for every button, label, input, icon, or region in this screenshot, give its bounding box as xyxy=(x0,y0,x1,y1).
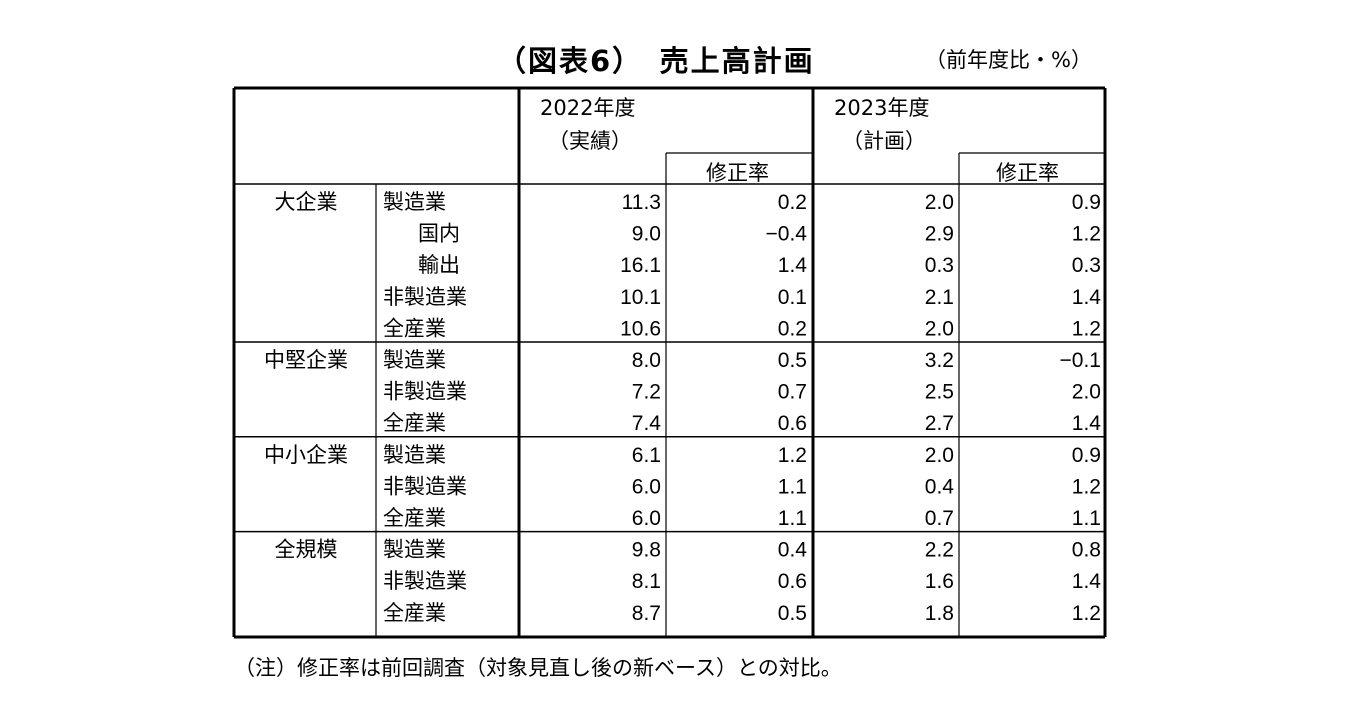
data-cell: 1.4 xyxy=(1072,570,1102,593)
header-2022-actual: （実績） xyxy=(548,129,632,153)
unit-label: （前年度比・%） xyxy=(925,48,1092,72)
data-cell: 6.0 xyxy=(632,507,661,530)
data-cell: 2.0 xyxy=(1072,381,1101,404)
row-label: 非製造業 xyxy=(383,380,467,404)
data-cell: 0.7 xyxy=(778,381,807,404)
data-cell: 9.8 xyxy=(632,539,661,562)
data-cell: 3.2 xyxy=(925,349,954,372)
data-cell: −0.4 xyxy=(766,223,808,246)
row-label: 非製造業 xyxy=(383,474,467,498)
data-cell: 8.7 xyxy=(632,602,661,625)
data-cell: 1.4 xyxy=(1072,286,1102,309)
data-cell: 2.5 xyxy=(925,381,954,404)
data-cell: 0.4 xyxy=(925,475,955,498)
data-cell: 7.4 xyxy=(632,412,662,435)
data-cell: 2.1 xyxy=(925,286,954,309)
data-cell: 1.1 xyxy=(778,507,807,530)
data-cell: 0.6 xyxy=(778,570,807,593)
header-2023-plan: （計画） xyxy=(842,129,926,153)
data-cell: 10.1 xyxy=(620,286,661,309)
page-title: （図表6） 売上高計画 xyxy=(497,44,815,78)
data-cell: 2.0 xyxy=(925,317,954,340)
row-label: 全産業 xyxy=(383,316,446,340)
row-label: 全産業 xyxy=(383,506,446,530)
data-cell: 1.2 xyxy=(1072,223,1101,246)
header-2023-revision: 修正率 xyxy=(996,161,1059,185)
row-label: 製造業 xyxy=(383,443,446,467)
data-cell: 2.2 xyxy=(925,539,954,562)
header-2023-year: 2023年度 xyxy=(834,96,929,120)
data-cell: 6.1 xyxy=(632,444,661,467)
row-label: 輸出 xyxy=(418,253,460,277)
data-cell: 8.1 xyxy=(632,570,661,593)
data-cell: 1.2 xyxy=(1072,602,1101,625)
data-cell: 1.4 xyxy=(778,254,808,277)
data-cell: 0.7 xyxy=(925,507,954,530)
data-cell: 0.3 xyxy=(1072,254,1101,277)
group-label: 大企業 xyxy=(275,190,338,214)
data-cell: 0.3 xyxy=(925,254,954,277)
data-cell: 2.7 xyxy=(925,412,954,435)
data-cell: 1.2 xyxy=(778,444,807,467)
table-grid xyxy=(232,86,1107,639)
data-cell: 0.6 xyxy=(778,412,807,435)
footnote: （注）修正率は前回調査（対象見直し後の新ベース）との対比。 xyxy=(234,656,842,680)
row-label: 国内 xyxy=(418,222,460,246)
data-cell: 2.0 xyxy=(925,191,954,214)
data-cell: 0.2 xyxy=(778,191,807,214)
data-cell: 2.9 xyxy=(925,223,954,246)
data-cell: 7.2 xyxy=(632,381,661,404)
data-cell: 1.1 xyxy=(1072,507,1101,530)
data-cell: 0.5 xyxy=(778,602,807,625)
data-cell: 16.1 xyxy=(620,254,661,277)
data-cell: 2.0 xyxy=(925,444,954,467)
data-cell: 11.3 xyxy=(622,191,661,214)
row-label: 全産業 xyxy=(383,601,446,625)
data-cell: 1.2 xyxy=(1072,317,1101,340)
data-cell: 1.1 xyxy=(778,475,807,498)
group-label: 中小企業 xyxy=(264,443,348,467)
row-label: 非製造業 xyxy=(383,569,467,593)
data-cell: 1.8 xyxy=(925,602,954,625)
data-cell: 0.5 xyxy=(778,349,807,372)
data-cell: 0.8 xyxy=(1072,539,1101,562)
data-cell: 0.4 xyxy=(778,539,808,562)
group-label: 中堅企業 xyxy=(264,348,348,372)
data-cell: 9.0 xyxy=(632,223,661,246)
data-cell: 0.9 xyxy=(1072,444,1101,467)
data-cell: 1.6 xyxy=(925,570,954,593)
row-label: 製造業 xyxy=(383,538,446,562)
data-cell: 8.0 xyxy=(632,349,661,372)
data-cell: 0.2 xyxy=(778,317,807,340)
data-cell: −0.1 xyxy=(1060,349,1101,372)
group-label: 全規模 xyxy=(275,538,338,562)
data-cell: 0.1 xyxy=(778,286,807,309)
data-cell: 1.4 xyxy=(1072,412,1102,435)
data-cell: 0.9 xyxy=(1072,191,1101,214)
header-2022-year: 2022年度 xyxy=(540,96,635,120)
row-label: 製造業 xyxy=(383,190,446,214)
data-cell: 10.6 xyxy=(620,317,661,340)
data-cell: 1.2 xyxy=(1072,475,1101,498)
table-body: 大企業 製造業 11.3 0.2 2.0 0.9国内 9.0 −0.4 2.9 1.2輸出 16.1… xyxy=(264,190,1101,625)
row-label: 非製造業 xyxy=(383,285,467,309)
header-2022-revision: 修正率 xyxy=(706,161,769,185)
row-label: 製造業 xyxy=(383,348,446,372)
row-label: 全産業 xyxy=(383,411,446,435)
data-cell: 6.0 xyxy=(632,475,661,498)
